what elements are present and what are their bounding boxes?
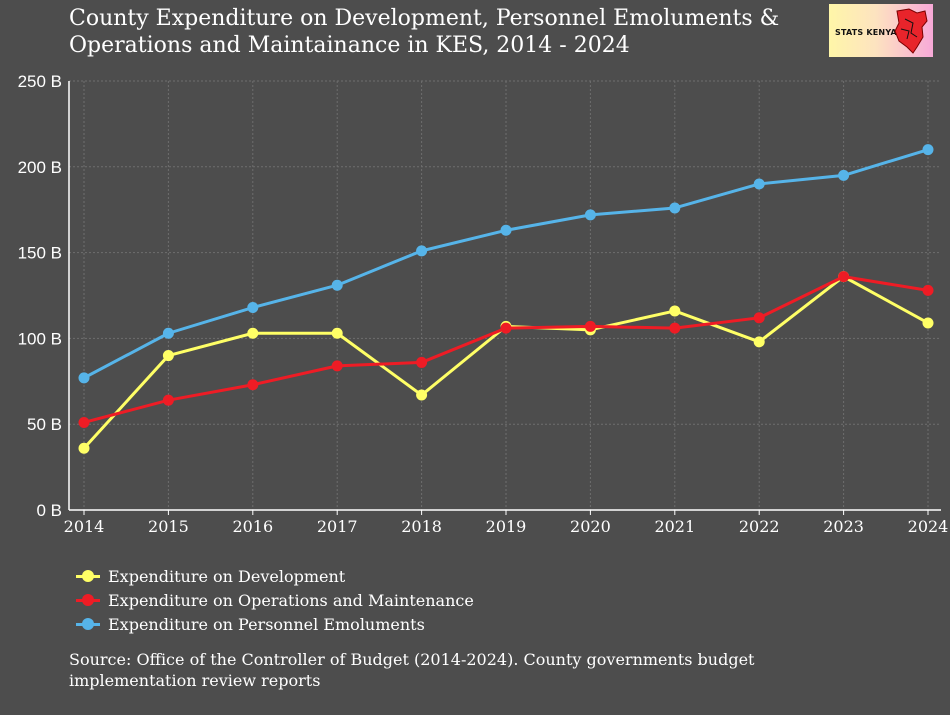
legend-label-personnel: Expenditure on Personnel Emoluments xyxy=(108,614,425,634)
data-point xyxy=(78,416,90,428)
data-point xyxy=(162,394,174,406)
chart-title-line-1: County Expenditure on Development, Perso… xyxy=(69,6,780,31)
y-tick-label: 50 B xyxy=(27,415,62,434)
legend: Expenditure on Development Expenditure o… xyxy=(76,564,474,636)
data-point xyxy=(162,350,174,362)
data-point xyxy=(838,169,850,181)
x-tick-label: 2022 xyxy=(739,517,780,536)
data-point xyxy=(247,302,259,314)
data-point xyxy=(753,312,765,324)
kenya-map-icon xyxy=(894,8,928,54)
series-lines xyxy=(78,144,934,454)
data-point xyxy=(162,327,174,339)
tick-labels: 0 B 50 B 100 B 150 B 200 B 250 B 2014 2015 2016 2… xyxy=(18,72,949,536)
data-point xyxy=(78,372,90,384)
x-tick-label: 2014 xyxy=(64,517,105,536)
data-point xyxy=(669,322,681,334)
x-tick-label: 2023 xyxy=(823,517,864,536)
x-tick-label: 2021 xyxy=(654,517,695,536)
y-tick-label: 100 B xyxy=(18,329,62,348)
grid-lines xyxy=(69,80,941,510)
data-point xyxy=(416,389,428,401)
y-tick-label: 0 B xyxy=(36,501,62,520)
data-point xyxy=(416,245,428,257)
legend-key-development xyxy=(76,569,100,583)
legend-label-development: Expenditure on Development xyxy=(108,566,346,586)
data-point xyxy=(500,322,512,334)
data-point xyxy=(331,360,343,372)
legend-label-operations: Expenditure on Operations and Maintenanc… xyxy=(108,590,474,610)
data-point xyxy=(247,327,259,339)
series-1 xyxy=(78,271,934,428)
series-2 xyxy=(78,144,934,384)
x-tick-label: 2018 xyxy=(401,517,442,536)
x-tick-label: 2024 xyxy=(908,517,949,536)
axes xyxy=(68,81,941,515)
data-point xyxy=(247,379,259,391)
x-tick-label: 2015 xyxy=(148,517,189,536)
x-tick-label: 2016 xyxy=(232,517,273,536)
data-point xyxy=(416,356,428,368)
data-point xyxy=(669,305,681,317)
data-point xyxy=(331,327,343,339)
stats-kenya-logo: STATS KENYA xyxy=(829,4,933,57)
x-tick-label: 2019 xyxy=(486,517,527,536)
data-point xyxy=(753,178,765,190)
x-tick-label: 2020 xyxy=(570,517,611,536)
data-point xyxy=(78,442,90,454)
data-point xyxy=(922,144,934,156)
y-tick-label: 250 B xyxy=(18,72,62,91)
data-point xyxy=(669,202,681,214)
legend-item-personnel: Expenditure on Personnel Emoluments xyxy=(76,612,474,636)
data-point xyxy=(838,271,850,283)
y-tick-label: 150 B xyxy=(18,244,62,263)
legend-key-operations xyxy=(76,593,100,607)
data-point xyxy=(753,336,765,348)
logo-text: STATS KENYA xyxy=(835,28,897,37)
y-tick-label: 200 B xyxy=(18,158,62,177)
legend-key-personnel xyxy=(76,617,100,631)
legend-item-operations: Expenditure on Operations and Maintenanc… xyxy=(76,588,474,612)
data-point xyxy=(500,224,512,236)
x-tick-label: 2017 xyxy=(317,517,358,536)
data-point xyxy=(922,284,934,296)
line-chart: 0 B 50 B 100 B 150 B 200 B 250 B 2014 2015 2016 2… xyxy=(18,72,949,536)
data-point xyxy=(922,317,934,329)
source-note: Source: Office of the Controller of Budg… xyxy=(69,650,755,690)
chart-title: County Expenditure on Development, Perso… xyxy=(69,5,809,59)
data-point xyxy=(584,320,596,332)
data-point xyxy=(331,279,343,291)
legend-item-development: Expenditure on Development xyxy=(76,564,474,588)
chart-title-line-2: Operations and Maintainance in KES, 2014… xyxy=(69,33,630,58)
data-point xyxy=(584,209,596,221)
